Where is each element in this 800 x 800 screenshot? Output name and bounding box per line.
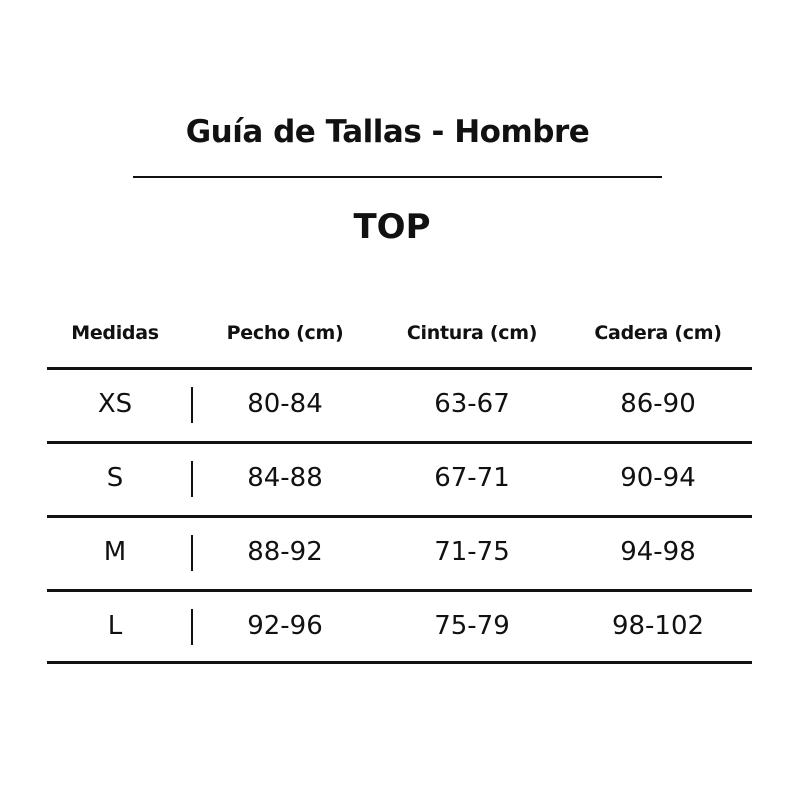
column-header: Medidas bbox=[71, 322, 159, 344]
row-divider bbox=[47, 367, 752, 370]
measurement-cell: 84-88 bbox=[247, 463, 323, 493]
size-label: S bbox=[106, 463, 124, 493]
column-separator bbox=[191, 461, 193, 497]
size-label: M bbox=[103, 537, 127, 567]
row-divider bbox=[47, 589, 752, 592]
column-separator bbox=[191, 387, 193, 423]
measurement-cell: 92-96 bbox=[247, 611, 323, 641]
row-divider bbox=[47, 515, 752, 518]
section-title: TOP bbox=[353, 207, 431, 247]
measurement-cell: 90-94 bbox=[620, 463, 696, 493]
measurement-cell: 71-75 bbox=[434, 537, 510, 567]
page-title: Guía de Tallas - Hombre bbox=[185, 114, 590, 150]
title-underline bbox=[133, 176, 662, 178]
column-header: Cadera (cm) bbox=[594, 322, 722, 344]
measurement-cell: 98-102 bbox=[611, 611, 705, 641]
column-header: Pecho (cm) bbox=[226, 322, 344, 344]
measurement-cell: 94-98 bbox=[620, 537, 696, 567]
column-header: Cintura (cm) bbox=[406, 322, 538, 344]
row-divider bbox=[47, 441, 752, 444]
measurement-cell: 80-84 bbox=[247, 389, 323, 419]
measurement-cell: 67-71 bbox=[434, 463, 510, 493]
measurement-cell: 88-92 bbox=[247, 537, 323, 567]
measurement-cell: 86-90 bbox=[620, 389, 696, 419]
measurement-cell: 63-67 bbox=[434, 389, 510, 419]
measurement-cell: 75-79 bbox=[434, 611, 510, 641]
column-separator bbox=[191, 609, 193, 645]
size-label: L bbox=[107, 611, 123, 641]
column-separator bbox=[191, 535, 193, 571]
size-label: XS bbox=[97, 389, 133, 419]
row-divider bbox=[47, 661, 752, 664]
